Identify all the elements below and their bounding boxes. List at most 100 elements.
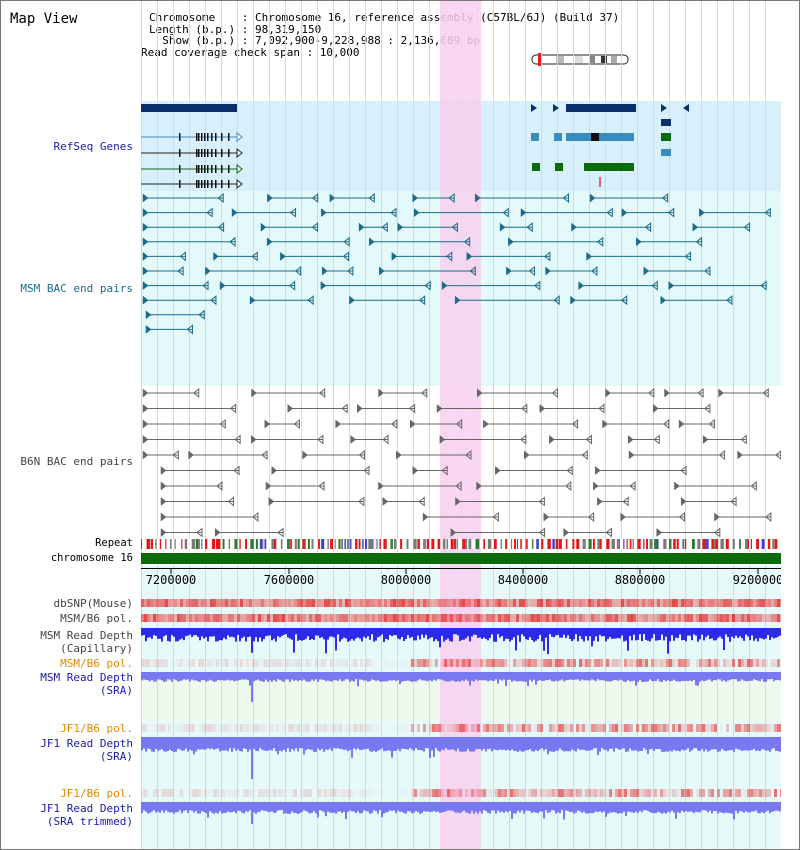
jf1-sra-depth-bar — [381, 737, 383, 749]
dbsnp-heat-cell — [390, 599, 393, 607]
msm-capillary-depth-bar — [469, 628, 471, 642]
jf1-sra-trimmed-depth-bar — [435, 802, 437, 812]
msm-b6-pol-heat-cell — [156, 614, 159, 622]
msm-b6-pol-sra-heat-cell — [504, 659, 507, 667]
msm-capillary-depth-bar — [367, 628, 369, 637]
jf1-sra-depth-bar — [421, 737, 423, 751]
msm-b6-pol-heat-cell — [354, 614, 357, 622]
refseq-exon — [531, 133, 539, 141]
jf1-sra-trimmed-depth-bar — [369, 802, 371, 814]
refseq-strand-arrow — [236, 131, 243, 143]
msm-b6-pol-heat-cell — [582, 614, 585, 622]
dbsnp-heat-cell — [678, 599, 681, 607]
msm-sra-depth-bar — [167, 672, 169, 680]
dbsnp-heat-cell — [279, 599, 282, 607]
msm-b6-pol-heat-cell — [711, 614, 714, 622]
msm-bac-pair-end — [205, 266, 211, 276]
jf1-sra-trimmed-depth-bar — [167, 802, 169, 812]
jf1-b6-pol-trim-heat-cell — [759, 789, 762, 797]
b6n-bac-pair-end — [408, 403, 416, 414]
msm-b6-pol-heat-cell — [624, 614, 627, 622]
msm-bac-pair-end — [596, 236, 604, 247]
jf1-sra-trimmed-depth-bar — [377, 802, 379, 814]
refseq-exon — [201, 133, 203, 141]
jf1-b6-pol-heat-cell — [723, 724, 726, 732]
dbsnp-heat-cell — [327, 599, 330, 607]
msm-capillary-depth-bar — [347, 628, 349, 642]
msm-capillary-depth-bar — [361, 628, 363, 642]
refseq-exon — [554, 133, 562, 141]
jf1-sra-trimmed-depth-bar — [731, 802, 733, 814]
msm-sra-depth-bar — [639, 672, 641, 680]
jf1-b6-pol-trim-heat-cell — [609, 789, 612, 797]
jf1-b6-pol-trim-heat-cell — [693, 789, 696, 797]
dbsnp-heat-cell — [378, 599, 381, 607]
msm-b6-pol-heat-cell — [228, 614, 231, 622]
msm-b6-pol-heat-cell — [621, 614, 624, 622]
msm-capillary-depth-bar — [481, 628, 483, 639]
b6n-bac-pair-end — [318, 387, 326, 399]
msm-b6-pol-sra-heat-cell — [651, 659, 654, 667]
dbsnp-heat-cell — [180, 599, 183, 607]
refseq-arrows — [531, 104, 559, 112]
msm-bac-pair-end — [206, 207, 213, 218]
jf1-b6-pol-trim-heat-cell — [171, 789, 174, 797]
repeat-element — [500, 539, 502, 549]
b6n-bac-pair-end — [142, 419, 149, 429]
msm-bac-pair-end — [320, 281, 327, 291]
msm-sra-depth-bar — [399, 672, 401, 685]
jf1-b6-pol-trim-heat-cell — [546, 789, 549, 797]
jf1-sra-trimmed-depth-bar — [245, 802, 247, 812]
msm-capillary-depth-bar — [585, 628, 587, 637]
msm-sra-depth-bar — [361, 672, 363, 680]
msm-capillary-depth-bar — [511, 628, 513, 640]
dbsnp-heat-cell — [741, 599, 744, 607]
msm-read-depth-sra-label: MSM Read Depth (SRA) — [40, 671, 133, 697]
jf1-sra-depth-bar — [225, 737, 227, 751]
repeat-element — [211, 539, 216, 549]
jf1-sra-depth-bar — [187, 737, 189, 752]
genome-browser-canvas[interactable]: 7200000 7600000 8000000 8400000 8800000 92000… — [141, 1, 781, 850]
msm-b6-pol-heat-cell — [741, 614, 744, 622]
refseq-exon — [201, 180, 203, 188]
jf1-b6-pol-trim-heat-cell — [342, 789, 345, 797]
jf1-sra-trimmed-depth-bar — [443, 802, 445, 812]
msm-capillary-depth-bar — [759, 628, 761, 638]
jf1-b6-pol-trim-heat-cell — [699, 789, 702, 797]
jf1-b6-pol-trim-heat-cell — [615, 789, 618, 797]
refseq-exon — [555, 163, 563, 171]
jf1-b6-pol-heat-cell — [387, 724, 390, 732]
dbsnp-heat-cell — [699, 599, 702, 607]
msm-capillary-depth-bar — [157, 628, 159, 639]
jf1-b6-pol-trim-heat-cell — [507, 789, 510, 797]
b6n-bac-pair-end — [605, 527, 612, 538]
msm-bac-pair-end — [229, 236, 236, 247]
repeat-element — [307, 539, 310, 549]
jf1-b6-pol-trim-heat-cell — [345, 789, 348, 797]
jf1-sra-trimmed-depth-bar — [721, 802, 723, 813]
b6n-bac-pair-end — [450, 527, 457, 538]
msm-capillary-depth-bar — [231, 628, 233, 637]
jf1-sra-depth-bar — [537, 737, 539, 751]
msm-sra-depth-bar — [301, 672, 303, 681]
msm-b6-pol-heat-cell — [237, 614, 240, 622]
msm-sra-depth-bar — [753, 672, 755, 680]
jf1-sra-trimmed-depth-bar — [271, 802, 273, 812]
chromosome-ideogram[interactable] — [531, 53, 631, 67]
msm-sra-depth-bar — [479, 672, 481, 680]
jf1-b6-pol-trim-heat-cell — [144, 789, 147, 797]
jf1-b6-pol-trim-heat-cell — [291, 789, 294, 797]
jf1-sra-depth-bar — [261, 737, 263, 750]
msm-bac-pair-end — [469, 265, 476, 277]
jf1-sra-trimmed-depth-bar — [509, 802, 511, 811]
jf1-sra-trimmed-depth-bar — [173, 802, 175, 814]
jf1-sra-depth-bar — [407, 737, 409, 750]
msm-b6-pol-sra-heat-cell — [579, 659, 582, 667]
msm-capillary-depth-bar — [589, 628, 591, 637]
jf1-b6-pol-trim-heat-cell — [723, 789, 726, 797]
msm-b6-pol-sra-heat-cell — [336, 659, 339, 667]
jf1-b6-pol-heat-cell — [303, 724, 306, 732]
msm-b6-pol-heat-cell — [252, 614, 255, 622]
msm-b6-pol-heat-cell — [570, 614, 573, 622]
msm-bac-pair-end — [142, 281, 149, 291]
